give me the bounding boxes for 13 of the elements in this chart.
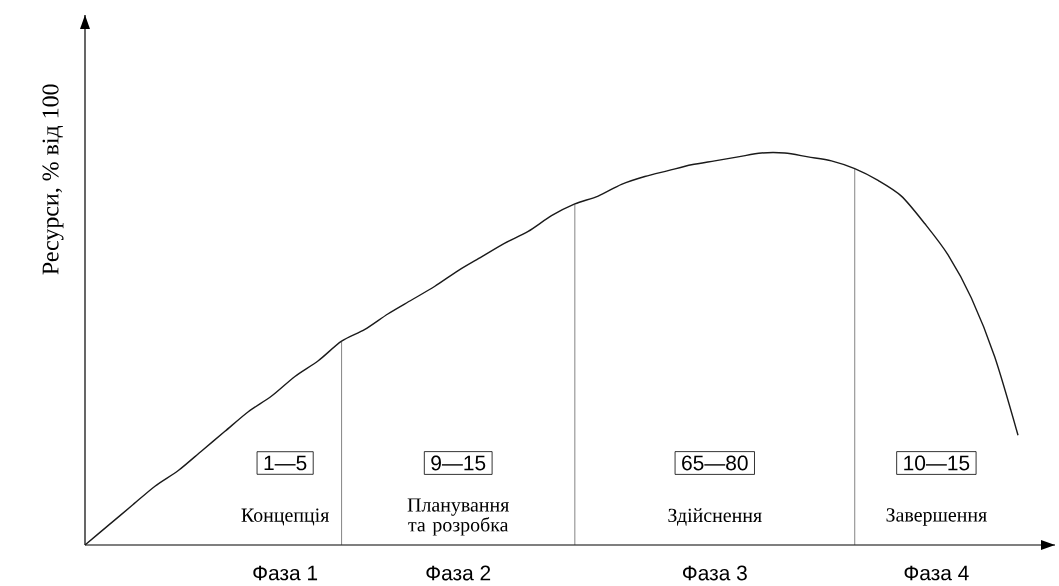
annotation: 1—5: [264, 455, 307, 471]
annotation: Здійснення: [668, 508, 762, 526]
annotation: Завершення: [886, 508, 987, 526]
text: Фаза 4: [904, 565, 969, 581]
annotation: 9—15: [431, 455, 486, 471]
annotation: 10—15: [904, 455, 970, 471]
text: Фаза 3: [683, 565, 747, 581]
text: Фаза 1: [253, 565, 318, 581]
text: Фаза 2: [426, 565, 491, 581]
annotation: Концепція: [241, 508, 329, 526]
annotation: Планування та розробка: [407, 498, 509, 536]
annotation: 65—80: [682, 455, 748, 471]
y-axis-title: Ресурси, % від 100: [42, 84, 64, 275]
